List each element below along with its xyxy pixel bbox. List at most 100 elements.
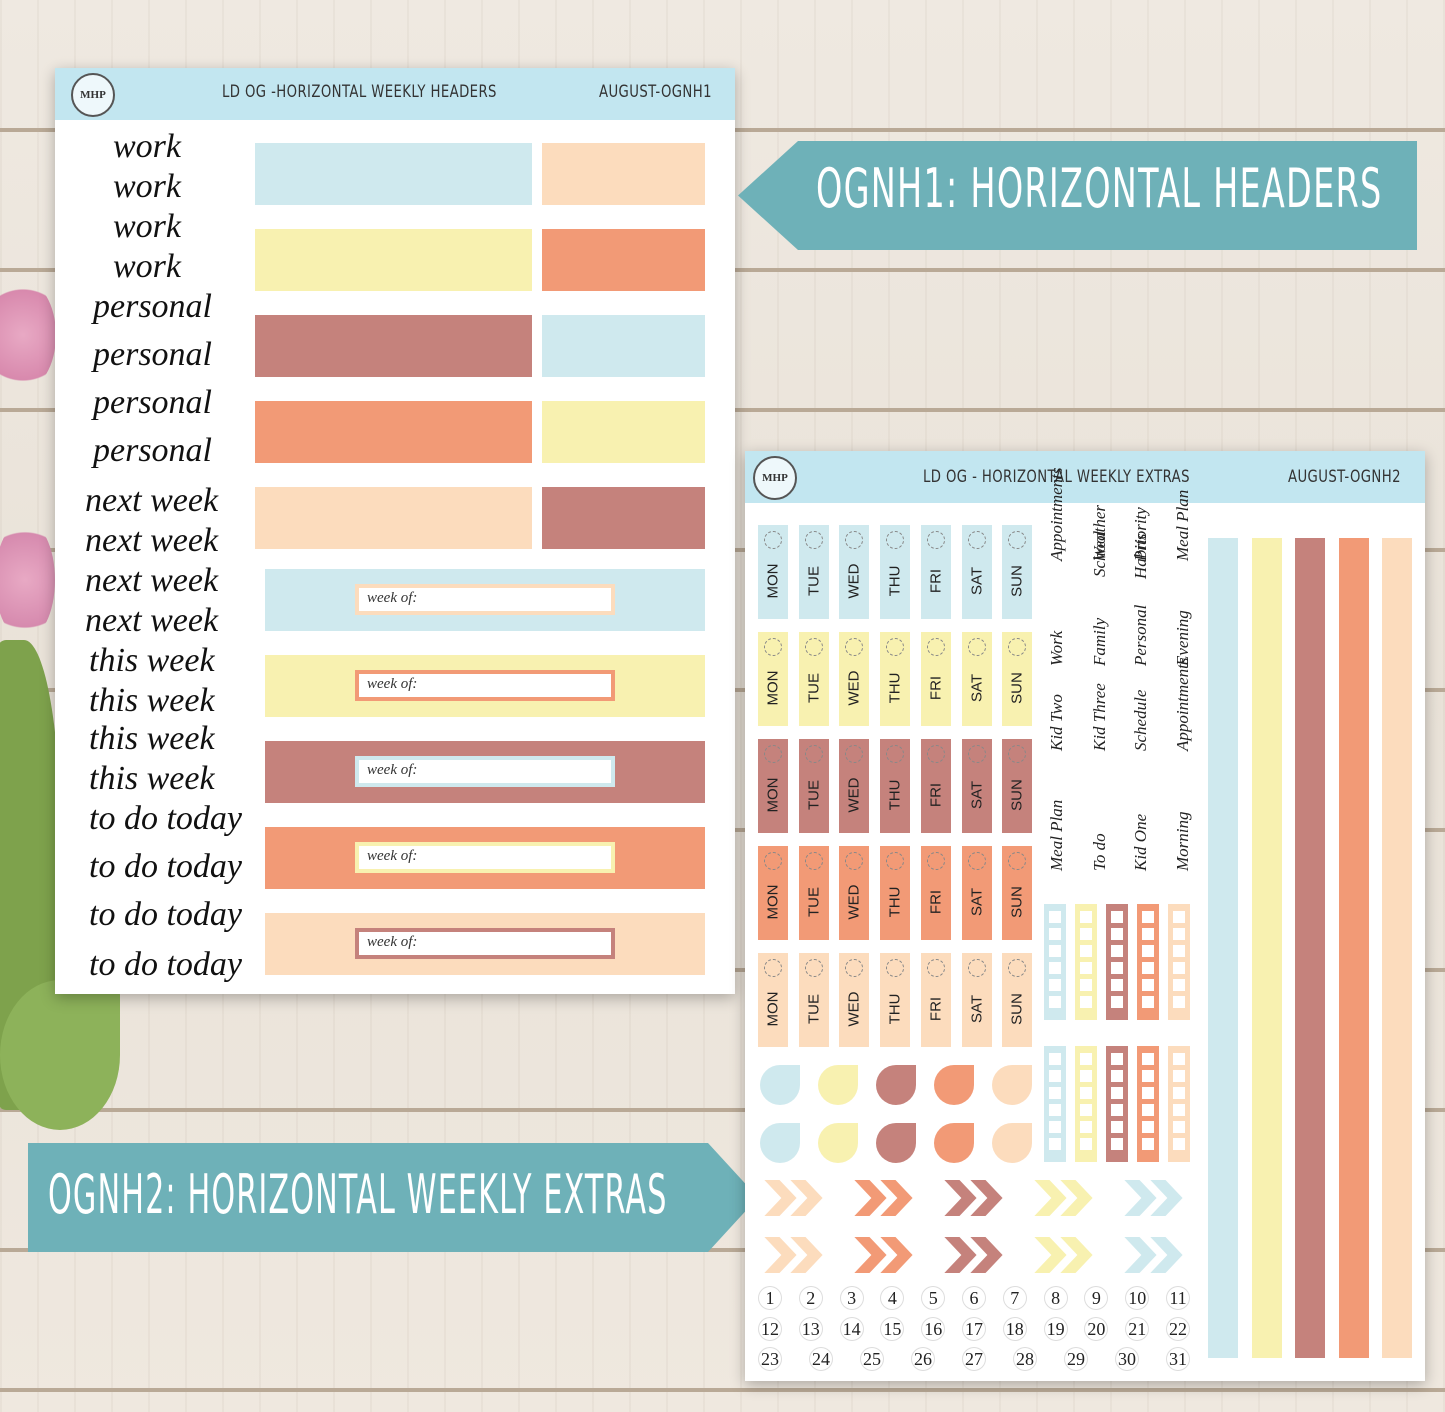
sheet-code: AUGUST-OGNH1 [599,82,712,102]
week-of-label: week of: [355,584,615,615]
day-label: FRI [927,569,945,594]
week-of-block: week of: [265,655,705,717]
checkbox-icon [1111,979,1123,991]
dashed-circle-icon [1008,745,1027,763]
day-sticker-thu: THU [880,739,911,833]
dashed-circle-icon [845,531,864,549]
checkbox-icon [1173,1138,1185,1150]
label-word-sticker: To do [1090,833,1109,871]
day-label: FRI [927,783,945,808]
dashed-circle-icon [1008,531,1027,549]
checkbox-icon [1142,1087,1154,1099]
day-sticker-sat: SAT [961,953,992,1047]
checkbox-icon [1049,962,1061,974]
checkbox-icon [1111,1121,1123,1133]
checklist-sticker [1106,1046,1128,1162]
day-sticker-sun: SUN [1002,739,1033,833]
checkbox-icon [1142,945,1154,957]
label-word-sticker: Schedule [1131,689,1150,751]
day-sticker-tue: TUE [798,632,829,726]
chevron-arrow-icon [849,1232,922,1283]
day-sticker-sat: SAT [961,632,992,726]
week-of-block: week of: [265,741,705,803]
chevron-arrow-icon [1119,1232,1192,1283]
checklist-sticker [1106,904,1128,1020]
day-sticker-fri: FRI [920,525,951,619]
number-sticker: 29 [1065,1348,1087,1370]
chevron-arrow-icon [939,1232,1012,1283]
day-sticker-sat: SAT [961,739,992,833]
drop-shape-icon [876,1123,916,1163]
dashed-circle-icon [886,531,905,549]
sheet-title: LD OG -HORIZONTAL WEEKLY HEADERS [222,82,497,102]
header-block-short [542,229,705,291]
checkbox-icon [1173,928,1185,940]
script-word-sticker: this week [89,682,215,719]
day-sticker-mon: MON [758,739,788,833]
drop-shape-icon [934,1065,974,1105]
day-sticker-fri: FRI [920,632,951,726]
dashed-circle-icon [804,959,823,977]
checkbox-icon [1173,996,1185,1008]
checkbox-icon [1173,945,1185,957]
day-label: THU [886,779,904,811]
header-block-short [542,315,705,377]
checkbox-icon [1142,1138,1154,1150]
day-label: SAT [968,888,985,917]
week-of-block: week of: [265,913,705,975]
checkbox-icon [1080,928,1092,940]
leaf-decoration [0,980,120,1130]
dashed-circle-icon [926,852,945,870]
checkbox-icon [1142,1070,1154,1082]
number-sticker: 17 [963,1318,985,1340]
number-sticker: 22 [1167,1318,1189,1340]
dashed-circle-icon [926,745,945,763]
day-label: MON [764,777,782,813]
drop-shape-icon [992,1123,1032,1163]
label-word-sticker: Evening [1173,610,1192,666]
number-sticker: 10 [1126,1287,1149,1309]
label-word-sticker: Meal Plan [1173,489,1192,561]
banner-text: OGNH1: HORIZONTAL HEADERS [816,157,1383,220]
checklist-sticker [1137,904,1159,1020]
day-sticker-tue: TUE [798,525,829,619]
day-sticker-wed: WED [839,739,870,833]
day-label: FRI [927,997,945,1022]
day-sticker-tue: TUE [798,846,829,940]
dashed-circle-icon [967,531,986,549]
number-sticker: 20 [1085,1318,1108,1340]
day-label: SUN [1008,993,1026,1026]
number-sticker: 27 [963,1348,985,1370]
checkbox-icon [1049,996,1061,1008]
number-sticker: 14 [840,1318,863,1340]
checkbox-icon [1080,1087,1092,1099]
checkbox-icon [1111,1104,1123,1116]
mhp-logo: MHP [71,73,115,117]
drop-shape-icon [760,1065,800,1105]
drop-shape-icon [934,1123,974,1163]
label-word-sticker: Work [1047,630,1066,666]
sheet-code: AUGUST-OGNH2 [1288,467,1401,487]
day-label: WED [845,884,863,920]
sticker-sheet-headers: MHP LD OG -HORIZONTAL WEEKLY HEADERS AUG… [55,68,735,994]
mhp-logo: MHP [753,456,797,500]
checkbox-icon [1049,1053,1061,1065]
number-sticker: 18 [1003,1318,1026,1340]
day-label: MON [764,884,782,920]
dashed-circle-icon [1008,852,1027,870]
script-word-sticker: to do today [89,946,242,983]
checklist-sticker [1168,904,1190,1020]
number-sticker: 24 [810,1348,832,1370]
week-of-label: week of: [355,670,615,701]
script-word-sticker: to do today [89,896,242,933]
checkbox-icon [1142,911,1154,923]
dashed-circle-icon [804,531,823,549]
stripe-sticker [1251,538,1282,1358]
number-sticker: 7 [1003,1287,1026,1309]
chevron-arrow-icon [939,1175,1012,1226]
chevron-arrow-icon [1119,1175,1192,1226]
dashed-circle-icon [967,638,986,656]
day-label: WED [845,563,863,599]
script-word-sticker: to do today [89,800,242,837]
label-word-sticker: Habits [1131,533,1150,579]
